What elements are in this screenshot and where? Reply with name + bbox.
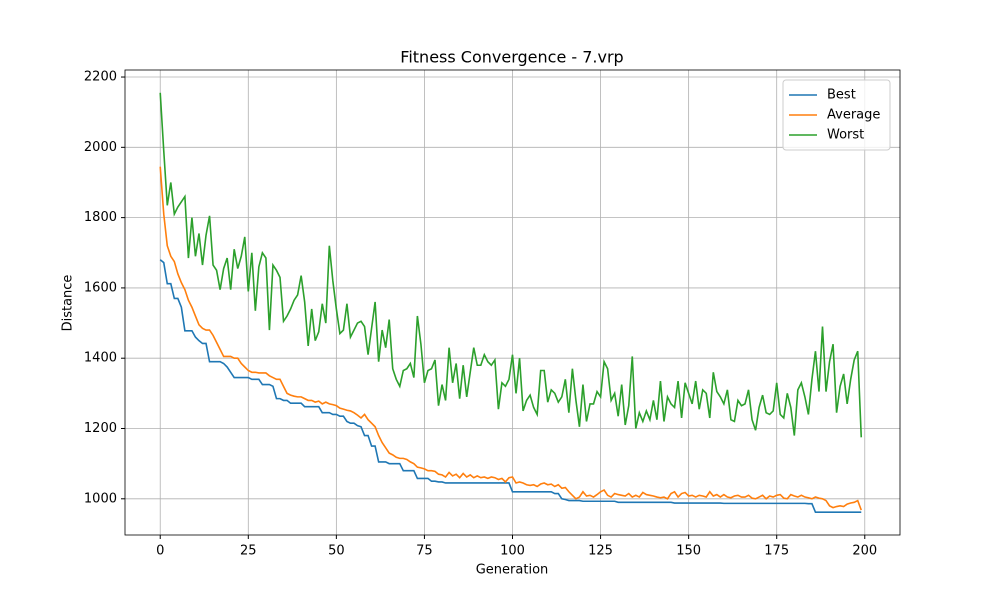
x-tick-label: 175 xyxy=(764,544,789,559)
y-tick-label: 1800 xyxy=(84,210,117,225)
x-tick-label: 50 xyxy=(328,544,345,559)
y-tick-label: 1600 xyxy=(84,280,117,295)
x-tick-label: 100 xyxy=(500,544,525,559)
y-tick-label: 2000 xyxy=(84,140,117,155)
x-axis-label: Generation xyxy=(476,563,549,578)
series-line xyxy=(159,259,862,513)
x-tick-label: 25 xyxy=(240,544,257,559)
x-tick-label: 150 xyxy=(676,544,701,559)
legend-label: Worst xyxy=(827,128,864,143)
legend-box xyxy=(782,79,891,151)
x-tick-label: 0 xyxy=(156,544,164,559)
x-tick-label: 200 xyxy=(852,544,877,559)
x-tick-label: 75 xyxy=(416,544,433,559)
y-tick-label: 1400 xyxy=(84,351,117,366)
legend-label: Best xyxy=(827,88,856,103)
y-tick-label: 2200 xyxy=(84,70,117,85)
series-line xyxy=(159,92,863,438)
x-tick-label: 125 xyxy=(588,544,613,559)
series-line xyxy=(159,166,863,511)
chart-title: Fitness Convergence - 7.vrp xyxy=(400,48,623,67)
plot-frame xyxy=(124,69,901,536)
legend-label: Average xyxy=(827,108,880,123)
y-tick-label: 1200 xyxy=(84,421,117,436)
y-axis-label: Distance xyxy=(61,275,76,332)
y-tick-label: 1000 xyxy=(84,491,117,506)
